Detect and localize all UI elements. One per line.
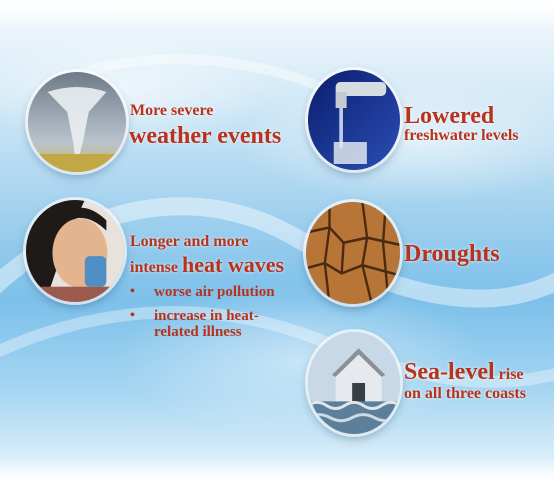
heat-waves-line1: Longer and more — [130, 233, 249, 250]
inhaler-girl-photo-icon — [26, 200, 124, 302]
sea-level-rise: rise — [494, 366, 524, 383]
bullet-text: worse air pollution — [154, 284, 275, 300]
faucet-photo-icon — [308, 70, 400, 170]
heat-waves-bullets: • worse air pollution • increase in heat-r… — [130, 284, 284, 348]
sea-level-big: Sea-level — [404, 359, 495, 385]
bullet-text: increase in heat-related illness — [154, 307, 259, 340]
freshwater-small: freshwater levels — [404, 127, 519, 144]
weather-events-line2: weather events — [129, 123, 282, 149]
sea-level-line2: on all three coasts — [404, 385, 526, 402]
droughts-label: Droughts — [404, 241, 500, 267]
heat-waves-line2: intense heat waves — [130, 254, 284, 276]
weather-events-line1: More severe — [130, 102, 214, 119]
tornado-photo-icon — [28, 72, 126, 172]
flooded-house-photo-icon — [308, 332, 400, 434]
heat-waves-big: heat waves — [182, 252, 285, 277]
bottom-fade — [0, 457, 554, 483]
cracked-earth-photo-icon — [306, 202, 400, 304]
heat-waves-intense: intense — [130, 259, 182, 276]
bullet-marker: • — [130, 284, 135, 299]
top-fade — [0, 0, 554, 30]
bullet-item: • worse air pollution — [130, 284, 284, 301]
sea-level-line1: Sea-level rise — [404, 360, 524, 384]
freshwater-big: Lowered — [404, 103, 495, 129]
bullet-marker: • — [130, 307, 135, 323]
bullet-item: • increase in heat-related illness — [130, 307, 284, 341]
